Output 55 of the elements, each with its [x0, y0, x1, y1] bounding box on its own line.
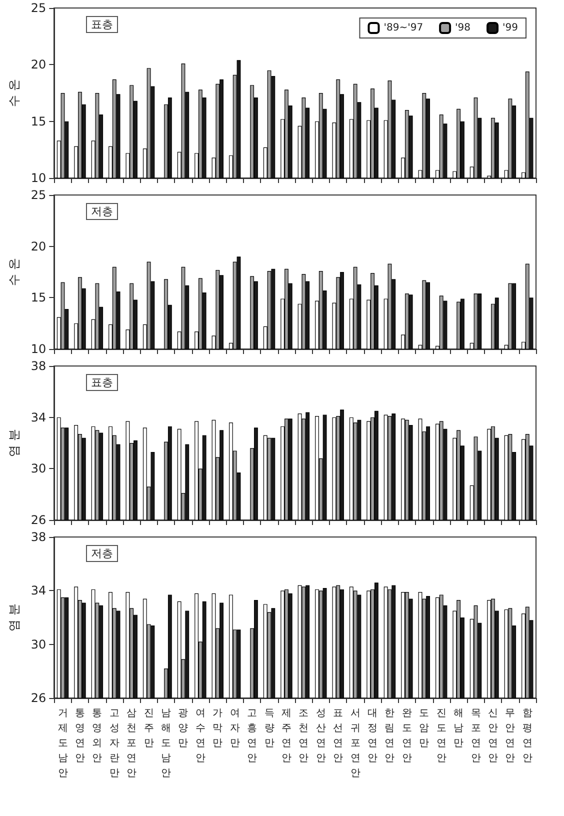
y-tick-label: 25: [30, 188, 46, 202]
text: 저층: [91, 547, 113, 560]
y-tick-label: 20: [30, 58, 46, 72]
x-tick-label: 목포연안: [470, 708, 481, 764]
x-tick-label: 거제도남안: [58, 708, 68, 779]
text: 표층: [91, 18, 113, 31]
y-axis-title: 염 분: [7, 604, 21, 632]
x-tick-label: 서귀포연안: [350, 708, 360, 779]
y-tick-label: 30: [30, 637, 46, 652]
x-tick-label: 가막만: [212, 708, 223, 749]
x-tick-label: 해남만: [454, 708, 464, 749]
y-tick-label: 30: [30, 462, 46, 476]
x-tick-label: 도암만: [419, 708, 430, 749]
x-tick-label: 득량만: [264, 708, 274, 749]
x-tick-label: 통영외안: [92, 708, 102, 764]
x-tick-label: 무안연안: [505, 708, 516, 764]
x-tick-label: 고성자란만: [109, 708, 120, 779]
x-tick-label: 표선연안: [333, 708, 344, 764]
y-tick-label: 38: [30, 530, 46, 544]
legend-label: '99: [502, 22, 518, 34]
x-tick-label: 진도연안: [436, 708, 446, 764]
y-axis-title: 수 온: [7, 258, 21, 286]
legend-label: '89∼'97: [384, 22, 424, 34]
x-tick-label: 신안연안: [488, 708, 498, 764]
x-tick-label: 대정연안: [368, 708, 378, 764]
x-tick-label: 성산연안: [316, 708, 326, 764]
x-tick-label: 삼천포연안: [126, 708, 137, 779]
y-tick-label: 15: [30, 290, 46, 305]
y-tick-label: 10: [30, 171, 46, 185]
y-tick-label: 34: [30, 410, 46, 424]
y-tick-label: 26: [30, 513, 46, 527]
x-tick-label: 통영연안: [74, 708, 85, 764]
x-tick-label: 진주만: [144, 708, 154, 749]
y-tick-label: 10: [30, 342, 46, 356]
x-tick-label: 한림연안: [384, 708, 395, 764]
y-tick-label: 26: [30, 691, 46, 705]
y-tick-label: 25: [30, 1, 46, 15]
y-tick-label: 20: [30, 239, 46, 254]
text: 표층: [91, 376, 113, 389]
x-tick-label: 조천연안: [298, 708, 309, 764]
y-axis-title: 수 온: [7, 79, 21, 107]
y-tick-label: 34: [30, 584, 46, 598]
x-tick-label: 고흥연안: [247, 708, 258, 764]
x-tick-label: 여수연안: [195, 708, 206, 764]
x-tick-label: 완도연안: [402, 708, 412, 764]
y-tick-label: 15: [30, 114, 46, 128]
x-tick-label: 남해도남안: [161, 708, 172, 779]
x-tick-label: 여자만: [230, 708, 240, 749]
x-tick-label: 함평연안: [522, 708, 532, 764]
y-axis-title: 염 분: [7, 429, 21, 457]
legend-label: '98: [455, 22, 471, 34]
x-tick-label: 제주연안: [281, 708, 292, 764]
y-tick-label: 38: [30, 359, 46, 373]
text: 저층: [91, 205, 113, 218]
x-tick-label: 광양만: [178, 708, 188, 749]
